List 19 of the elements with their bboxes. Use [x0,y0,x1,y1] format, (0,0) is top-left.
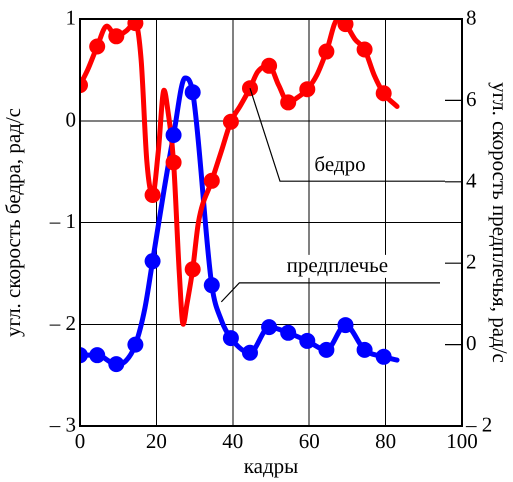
x-axis-title: кадры [244,454,298,478]
y2-tick-label: 0 [466,331,476,356]
y-tick-label: – 1 [48,209,76,234]
y-tick-label: 0 [66,107,76,132]
y-tick-label: 1 [66,6,76,30]
annotation: бедро [314,152,366,176]
x-tick-label: 60 [298,429,320,454]
y2-tick-label: 6 [466,86,476,111]
y2-tick-label: 8 [466,6,476,30]
y2-tick-label: 4 [466,168,477,192]
y2-axis-title: угл. скорость предплечья, рад/с [488,82,512,363]
y-tick-label: – 2 [48,310,76,335]
y2-tick-label: 2 [466,250,476,274]
annotation: предплечье [286,252,388,277]
y-axis-title: угл. скорость бедра, рад/с [1,108,26,337]
y-tick-label: – 3 [48,412,76,437]
x-tick-label: 20 [146,429,167,454]
x-tick-label: 40 [222,429,244,454]
x-tick-label: 80 [375,429,396,454]
